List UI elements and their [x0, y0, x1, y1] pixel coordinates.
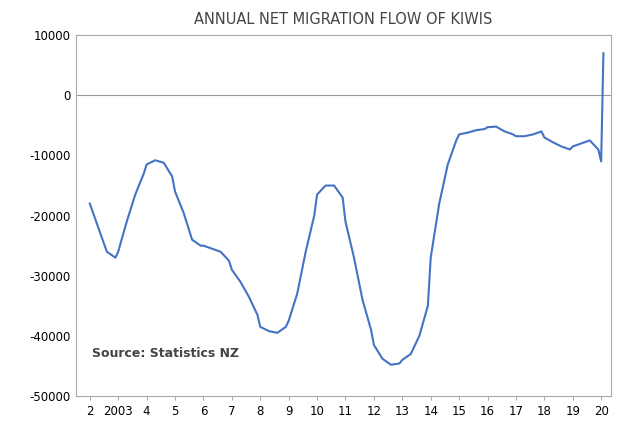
Text: Source: Statistics NZ: Source: Statistics NZ	[92, 347, 239, 360]
Title: ANNUAL NET MIGRATION FLOW OF KIWIS: ANNUAL NET MIGRATION FLOW OF KIWIS	[194, 12, 493, 27]
